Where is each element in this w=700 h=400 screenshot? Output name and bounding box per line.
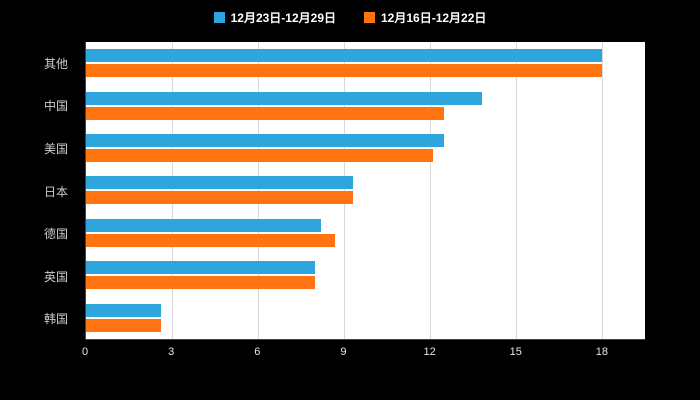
legend-swatch-orange: [364, 11, 375, 23]
bars-container: [86, 42, 645, 339]
bar-group: [86, 212, 645, 254]
legend-label-week1: 12月16日-12月22日: [381, 10, 487, 25]
bar: [86, 149, 433, 163]
category-label: 韩国: [44, 312, 69, 327]
y-axis-labels: 其他中国美国日本德国英国韩国: [0, 42, 85, 340]
x-tick-label: 15: [509, 346, 522, 358]
bar-chart: 其他中国美国日本德国英国韩国: [0, 42, 700, 340]
bar: [86, 218, 322, 232]
bar-group: [86, 169, 645, 211]
gridline: [344, 42, 345, 339]
legend-label-week2: 12月23日-12月29日: [230, 10, 336, 25]
category-label: 德国: [44, 227, 69, 242]
bar: [86, 303, 161, 317]
bar: [86, 276, 316, 290]
x-tick-label: 12: [423, 346, 436, 358]
bar-group: [86, 42, 645, 84]
x-tick-label: 6: [254, 346, 261, 358]
bar: [86, 91, 482, 105]
category-label: 其他: [44, 56, 69, 71]
gridline: [172, 42, 173, 339]
legend-swatch-blue: [213, 11, 225, 23]
bar-group: [86, 127, 645, 169]
bar: [86, 64, 602, 78]
gridline: [602, 42, 603, 339]
category-label: 英国: [44, 269, 69, 284]
bar: [86, 261, 316, 275]
bar: [86, 191, 353, 205]
plot-area: [85, 42, 645, 340]
gridline: [258, 42, 259, 339]
bar: [86, 49, 602, 63]
gridline: [430, 42, 431, 339]
bar-group: [86, 254, 645, 296]
bar: [86, 106, 445, 120]
x-tick-label: 0: [81, 346, 89, 358]
legend-item-week1[interactable]: 12月16日-12月22日: [364, 9, 486, 26]
legend-item-week2[interactable]: 12月23日-12月29日: [213, 9, 336, 26]
gridline: [516, 42, 517, 339]
category-label: 中国: [44, 99, 69, 114]
category-label: 日本: [44, 184, 69, 199]
legend: 12月23日-12月29日 12月16日-12月22日: [0, 6, 700, 28]
category-label: 美国: [44, 141, 69, 156]
bar: [86, 318, 161, 332]
x-tick-label: 18: [595, 346, 609, 358]
x-tick-label: 9: [340, 346, 347, 358]
bar-group: [86, 84, 645, 126]
x-tick-label: 3: [168, 346, 175, 358]
bar: [86, 134, 445, 148]
x-axis: 0 3 6 9 12 15 18: [81, 344, 645, 364]
bar: [86, 176, 353, 190]
bar: [86, 233, 336, 247]
bar-group: [86, 297, 645, 339]
